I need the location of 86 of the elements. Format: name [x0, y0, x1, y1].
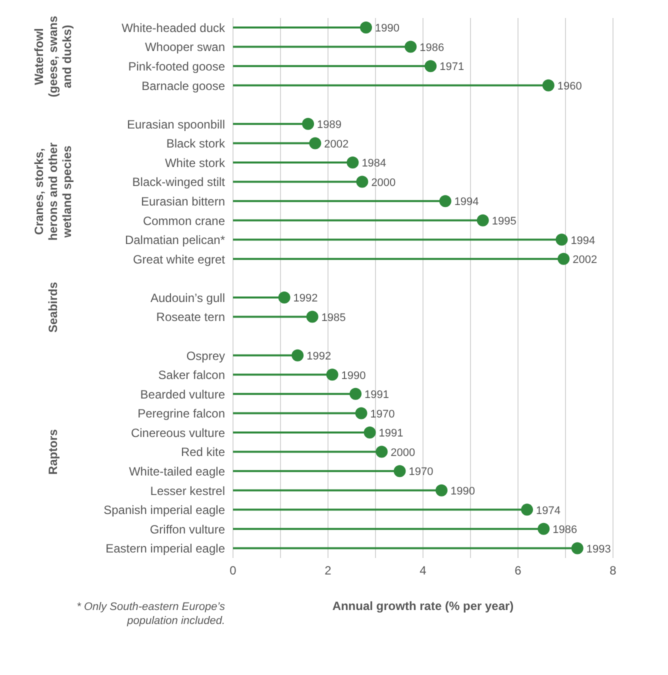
annotation: 1970 [370, 408, 395, 420]
y-tick-label: Bearded vulture [140, 387, 226, 402]
point [571, 542, 584, 554]
text: Waterfowl (geese, swans and ducks) [32, 16, 74, 98]
point [476, 214, 489, 226]
y-tick-label: White stork [164, 156, 226, 170]
annotation: 1992 [293, 292, 318, 305]
point [404, 40, 417, 53]
y-tick-label: Saker falcon [158, 368, 225, 382]
annotation: 2002 [572, 254, 598, 266]
annotation: 1960 [557, 80, 582, 92]
x-tick-label: 6 [514, 564, 522, 578]
annotation: 1994 [454, 196, 479, 208]
x-tick-label: 0 [230, 564, 237, 578]
y-tick-label: Griffon vulture [150, 522, 226, 536]
annotation: 1986 [552, 524, 578, 536]
y-tick-label: Dalmatian pelican* [124, 233, 226, 248]
y-tick-label: Eastern imperial eagle [106, 542, 226, 556]
y-tick-label: Audouin’s gull [150, 290, 225, 305]
annotation: 1974 [536, 504, 561, 517]
annotation: 1971 [440, 61, 464, 74]
annotation: 2000 [390, 446, 416, 459]
point [306, 310, 318, 323]
y-tick-label: Black-winged stilt [132, 175, 226, 190]
text: Raptors [46, 428, 60, 475]
point [346, 156, 359, 168]
point [376, 446, 388, 458]
annotation: 1990 [450, 486, 476, 498]
annotation: 1984 [362, 158, 386, 170]
y-tick-label: Red kite [180, 445, 226, 460]
point [538, 522, 550, 535]
annotation: 1994 [570, 234, 596, 247]
annotation: 2000 [371, 176, 396, 189]
annotation: 1990 [375, 22, 400, 35]
point [556, 234, 568, 246]
x-tick-label: 4 [420, 564, 427, 578]
annotation: 1989 [317, 119, 342, 132]
annotation: 1990 [341, 370, 366, 382]
y-tick-label: Lesser kestrel [150, 484, 225, 498]
point [356, 176, 368, 188]
y-tick-label: Spanish imperial eagle [104, 503, 226, 518]
point [542, 79, 554, 92]
annotation: 1992 [306, 350, 332, 362]
y-tick-label: Whooper swan [144, 40, 225, 54]
y-tick-label: Cinereous vulture [130, 426, 226, 440]
annotation: 1991 [364, 389, 390, 402]
y-tick-label: Eurasian bittern [140, 194, 225, 208]
point [278, 292, 290, 304]
point [292, 349, 304, 362]
point [436, 484, 448, 496]
annotation: 1986 [420, 42, 444, 54]
y-tick-label: Osprey [186, 348, 225, 363]
x-tick-label: 2 [324, 564, 332, 578]
point [424, 60, 437, 72]
annotation: 2002 [324, 138, 349, 150]
x-tick-label: 8 [610, 564, 617, 578]
y-tick-label: White-headed duck [122, 20, 226, 35]
point [302, 118, 314, 130]
point [360, 22, 372, 34]
text: Seabirds [46, 282, 60, 333]
annotation: 1991 [378, 428, 404, 440]
point [350, 388, 362, 400]
point [394, 465, 406, 478]
y-tick-label: Peregrine falcon [138, 406, 225, 421]
y-tick-label: Common crane [142, 214, 226, 228]
annotation: 1995 [492, 216, 516, 228]
y-tick-label: White-tailed eagle [128, 464, 226, 478]
text: * Only South-eastern Europe’s population included. [76, 601, 226, 627]
annotation: 1970 [408, 466, 434, 478]
point [364, 426, 376, 438]
x-axis-title: Annual growth rate (% per year) [332, 599, 514, 613]
y-tick-label: Barnacle goose [142, 78, 226, 93]
y-tick-label: Black stork [166, 136, 226, 151]
annotation: 1985 [321, 312, 346, 324]
point [355, 407, 368, 420]
point [326, 368, 338, 381]
point [309, 137, 322, 150]
point [439, 195, 452, 208]
y-tick-label: Roseate tern [156, 310, 225, 324]
y-tick-label: Pink-footed goose [128, 59, 226, 74]
text: Cranes, storks, herons and other wetland species [32, 142, 74, 241]
y-tick-label: Eurasian spoonbill [126, 117, 225, 132]
annotation: 1993 [586, 543, 611, 556]
point [558, 252, 570, 265]
point [521, 504, 534, 516]
y-tick-label: Great white egret [132, 252, 226, 266]
